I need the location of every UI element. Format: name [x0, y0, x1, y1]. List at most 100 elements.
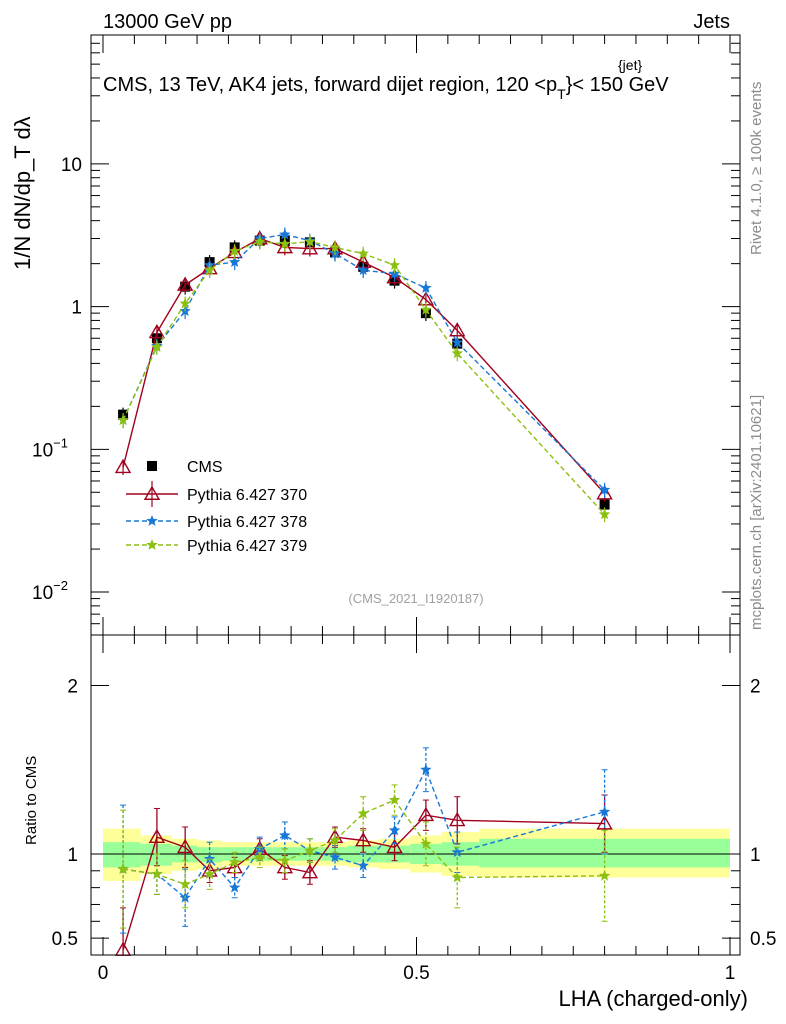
- data-point: [151, 341, 163, 352]
- ratio-point: [329, 851, 341, 863]
- ratio-point: [229, 856, 241, 868]
- data-point: [388, 267, 401, 279]
- ratio-point: [598, 805, 611, 817]
- legend-label: Pythia 6.427 379: [187, 538, 307, 555]
- legend-label: Pythia 6.427 370: [187, 487, 307, 504]
- data-point: [279, 228, 291, 240]
- data-point: [203, 264, 216, 275]
- legend-marker: [146, 515, 158, 526]
- data-point: [329, 241, 341, 253]
- data-point: [451, 336, 463, 348]
- main-panel: 10−2 10−1 1 10: [32, 34, 741, 636]
- ratio-point: [151, 868, 163, 879]
- y-tick-label-main: 10−1: [32, 435, 68, 461]
- ratio-point: [229, 881, 241, 893]
- ratio-point: [254, 851, 266, 863]
- series-line-1: [122, 237, 606, 494]
- series-3: [117, 234, 611, 523]
- ratio-point: [279, 854, 291, 866]
- data-point: [117, 414, 129, 425]
- data-point: [357, 264, 369, 275]
- y-tick-label-ratio-left: 2: [67, 677, 78, 698]
- ratio-point: [301, 864, 319, 879]
- legend-label: CMS: [187, 459, 223, 476]
- data-point: [176, 276, 194, 291]
- data-point: [301, 240, 319, 255]
- data-point: [388, 259, 401, 271]
- y-axis-label-main: 1/N dN/dp_T dλ: [10, 116, 35, 270]
- legend: CMS Pythia 6.427 370 Pythia 6.427 378 Pythi…: [126, 459, 307, 555]
- side-label-rivet: Rivet 4.1.0, ≥ 100k events: [748, 82, 765, 255]
- data-point: [598, 483, 611, 495]
- data-point: [179, 297, 191, 309]
- legend-marker: [143, 485, 161, 500]
- data-point: [279, 237, 291, 249]
- data-point: [357, 247, 369, 259]
- ratio-point: [420, 837, 432, 849]
- x-tick-label: 1: [725, 963, 736, 984]
- x-tick-label: 0: [98, 963, 109, 984]
- legend-entry-0: CMS: [147, 459, 223, 476]
- ratio-point: [388, 824, 401, 836]
- ratio-point: [420, 763, 432, 775]
- uncertainty-band-inner: [103, 842, 141, 868]
- ratio-point: [354, 832, 372, 847]
- data-point: [304, 235, 316, 247]
- data-point: [114, 458, 132, 474]
- ratio-point: [179, 878, 191, 890]
- side-label-mcplots: mcplots.cern.ch [arXiv:2401.10621]: [748, 395, 765, 630]
- legend-entry-1: Pythia 6.427 370: [126, 481, 307, 507]
- title-sup: {jet}: [618, 57, 642, 73]
- title-sub: T: [557, 86, 566, 102]
- ratio-panel: 0.5 0.5 1 1 2 2 0 0.5 1: [52, 634, 776, 984]
- series-2: [117, 227, 611, 498]
- title-tail: }< 150 GeV: [566, 74, 670, 96]
- header-right: Jets: [693, 11, 730, 33]
- header-left: 13000 GeV pp: [103, 11, 232, 33]
- y-tick-label-ratio-right: 0.5: [750, 929, 776, 950]
- ratio-point: [449, 811, 466, 827]
- data-point: [598, 508, 611, 520]
- ratio-point: [417, 806, 435, 822]
- ratio-point: [596, 815, 613, 830]
- y-tick-label-ratio-right: 1: [750, 845, 761, 866]
- data-point: [229, 256, 241, 267]
- ratio-line-1: [122, 767, 605, 899]
- data-point: [596, 485, 613, 500]
- y-tick-label-ratio-left: 0.5: [52, 929, 78, 950]
- x-tick-label: 0.5: [403, 963, 429, 984]
- watermark: (CMS_2021_I1920187): [348, 591, 483, 606]
- ratio-point: [176, 838, 194, 854]
- data-point: [276, 238, 294, 254]
- ratio-point: [451, 846, 463, 858]
- legend-entry-3: Pythia 6.427 379: [126, 538, 307, 555]
- ratio-point: [329, 834, 341, 846]
- y-tick-label-main: 10: [61, 155, 82, 176]
- ratio-point: [117, 863, 129, 874]
- ratio-point: [304, 844, 316, 856]
- data-point: [420, 282, 432, 293]
- y-tick-label-ratio-right: 2: [750, 677, 761, 698]
- y-tick-label-main: 1: [71, 298, 82, 319]
- data-point: [148, 323, 166, 339]
- chart-title: CMS, 13 TeV, AK4 jets, forward dijet reg…: [103, 74, 669, 102]
- data-point: [420, 303, 432, 315]
- ratio-point: [279, 829, 291, 841]
- x-axis-label: LHA (charged-only): [558, 986, 748, 1011]
- series-line-3: [122, 240, 606, 515]
- legend-marker: [147, 461, 157, 471]
- ratio-point: [148, 828, 166, 844]
- ratio-point: [357, 859, 369, 871]
- ratio-point: [357, 807, 369, 819]
- ratio-point: [386, 838, 403, 854]
- ratio-point: [451, 871, 463, 883]
- series-line-2: [122, 233, 606, 491]
- y-axis-label-ratio: Ratio to CMS: [23, 756, 40, 845]
- data-point: [386, 269, 403, 284]
- legend-label: Pythia 6.427 378: [187, 514, 307, 531]
- data-point: [229, 245, 241, 256]
- y-tick-label-main: 10−2: [32, 578, 68, 604]
- ratio-point: [203, 853, 216, 864]
- data-point: [451, 347, 463, 359]
